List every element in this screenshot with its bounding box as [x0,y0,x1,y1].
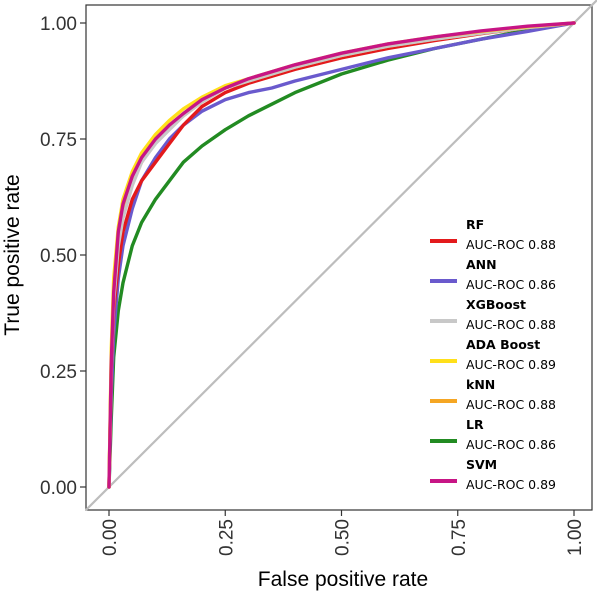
legend-name-rf: RF [466,217,484,232]
y-tick-label: 0.75 [40,130,77,151]
y-tick-label: 0.50 [40,246,77,267]
legend-auc-ada-boost: AUC-ROC 0.89 [466,357,556,372]
legend-name-lr: LR [466,417,484,432]
x-tick-label: 0.75 [449,519,470,556]
legend-name-xgboost: XGBoost [466,297,526,312]
y-tick-label: 0.25 [40,362,77,383]
x-tick-label: 0.50 [333,519,354,556]
x-axis-title: False positive rate [258,568,428,591]
series-layer [107,21,576,489]
legend-name-ada-boost: ADA Boost [466,337,540,352]
legend-name-ann: ANN [466,257,497,272]
series-line-ann [107,21,576,489]
series-line-svm [107,21,576,489]
legend-auc-rf: AUC-ROC 0.88 [466,237,556,252]
x-tick-label: 0.25 [216,519,237,556]
legend-auc-xgboost: AUC-ROC 0.88 [466,317,556,332]
reference-layer [84,0,597,511]
legend-auc-lr: AUC-ROC 0.86 [466,437,556,452]
legend-auc-ann: AUC-ROC 0.86 [466,277,556,292]
legend-auc-knn: AUC-ROC 0.88 [466,397,556,412]
x-tick-label: 1.00 [565,519,586,556]
legend-auc-svm: AUC-ROC 0.89 [466,477,556,492]
legend-name-svm: SVM [466,457,497,472]
y-axis-title: True positive rate [1,174,24,335]
y-tick-label: 1.00 [40,14,77,35]
legend: RF AUC-ROC 0.88 ANN AUC-ROC 0.86 XGBoost AUC-… [430,217,556,492]
y-tick-label: 0.00 [40,478,77,499]
axis-layer: 0.00 0.25 0.50 0.75 1.00 0.00 0.25 0.50 0.75 1.00 [40,14,586,556]
legend-name-knn: kNN [466,377,495,392]
x-tick-label: 0.00 [100,519,121,556]
reference-diagonal-line [84,0,597,511]
